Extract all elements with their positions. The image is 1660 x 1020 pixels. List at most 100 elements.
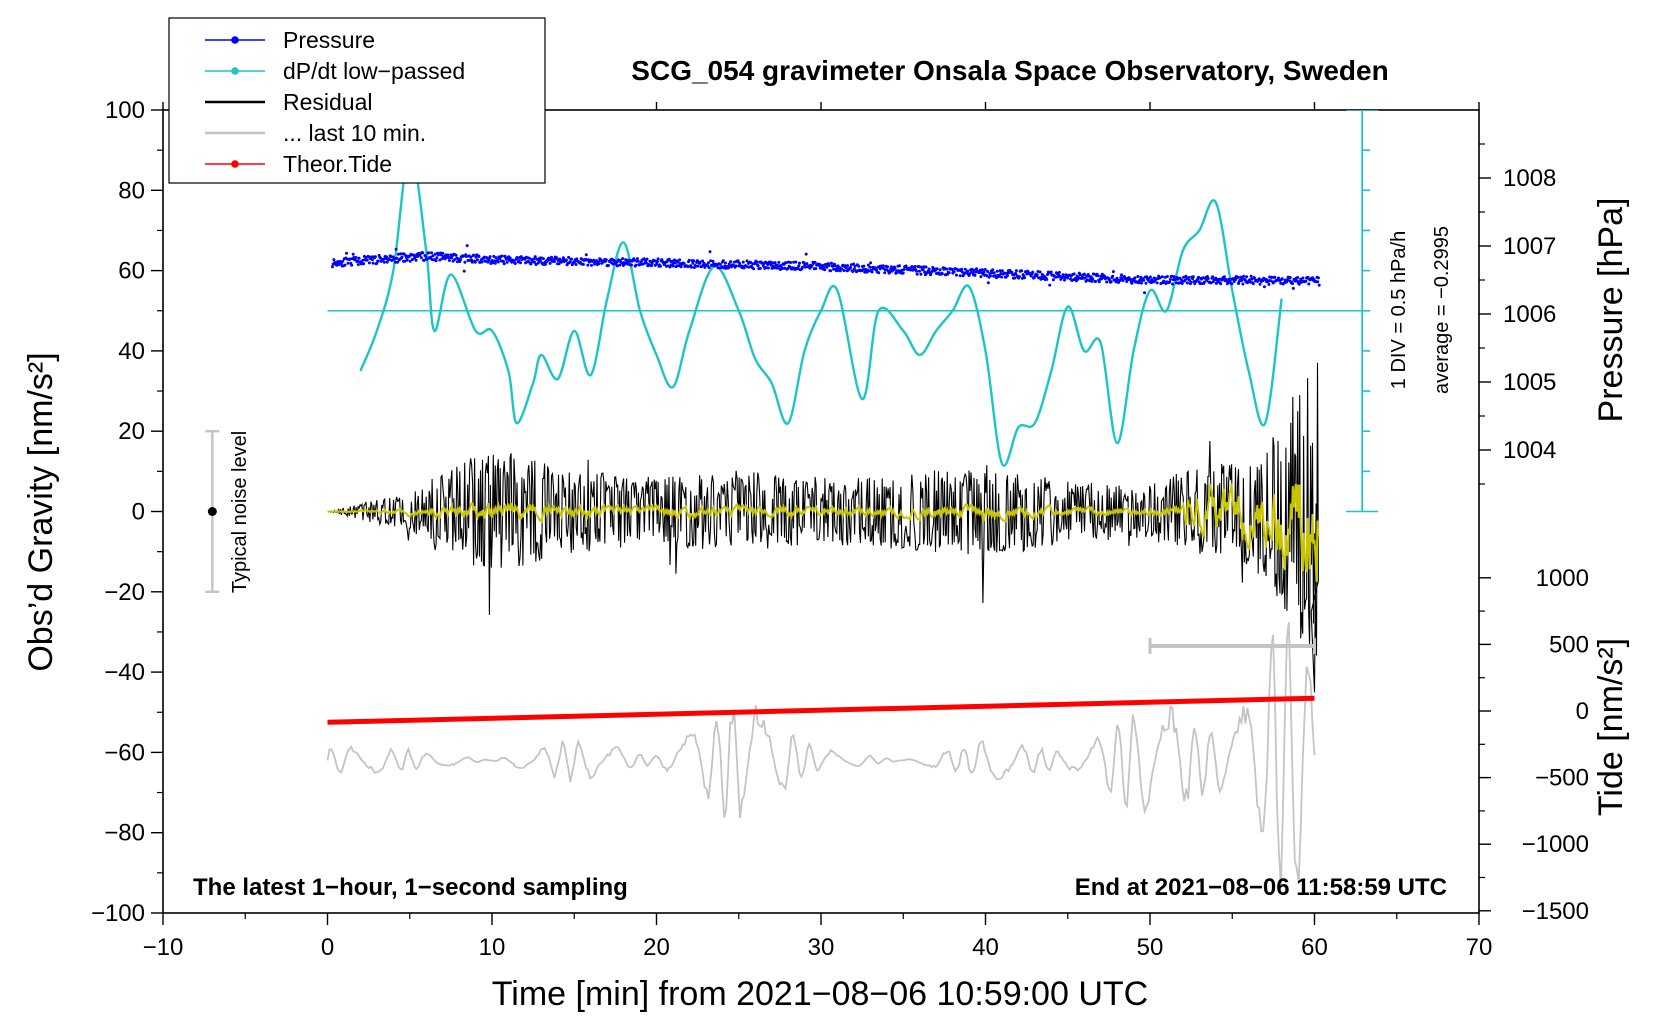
pressure-point <box>470 260 474 264</box>
pressure-point <box>771 261 775 265</box>
pressure-point <box>570 257 573 261</box>
pressure-point <box>405 258 409 262</box>
pressure-point <box>1214 281 1218 285</box>
pressure-point <box>357 256 361 260</box>
pressure-point <box>1206 277 1210 280</box>
pressure-point <box>1248 280 1252 284</box>
pressure-point <box>910 265 914 269</box>
pressure-point <box>935 267 939 271</box>
pressure-point <box>968 272 972 276</box>
pressure-point <box>668 265 672 269</box>
pressure-point <box>476 258 479 262</box>
pressure-point <box>655 260 659 264</box>
pressure-point <box>469 255 473 259</box>
pressure-point <box>356 263 360 267</box>
pressure-point <box>1066 276 1069 280</box>
pressure-point <box>472 253 476 257</box>
pressure-point <box>1020 276 1024 280</box>
pressure-point <box>1111 270 1115 274</box>
pressure-point <box>975 267 978 271</box>
pressure-point <box>827 263 831 267</box>
pressure-point <box>829 269 833 273</box>
residual-line <box>327 362 1319 693</box>
pressure-point <box>1051 278 1055 282</box>
legend-swatch-marker <box>231 67 239 75</box>
pressure-point <box>561 256 565 260</box>
pressure-point <box>466 259 470 262</box>
pressure-point <box>345 251 348 255</box>
pressure-point <box>691 261 695 265</box>
pressure-point <box>921 267 925 271</box>
pressure-point <box>1222 275 1226 279</box>
pressure-point <box>1155 281 1159 285</box>
x-tick-label: 0 <box>321 934 334 961</box>
pressure-point <box>832 267 836 271</box>
pressure-point <box>434 259 438 263</box>
pressure-point <box>922 265 926 269</box>
pressure-point <box>804 252 808 256</box>
pressure-point <box>878 267 882 271</box>
pressure-point <box>786 267 790 271</box>
pressure-tick-label: 1006 <box>1503 301 1556 328</box>
pressure-point <box>456 260 459 264</box>
x-tick-label: 40 <box>972 934 999 961</box>
pressure-point <box>862 264 866 268</box>
pressure-point <box>958 274 962 278</box>
pressure-point <box>387 258 391 262</box>
y-tick-label: −60 <box>104 739 145 766</box>
pressure-point <box>332 258 336 262</box>
pressure-point <box>835 269 838 273</box>
pressure-point <box>1091 277 1095 281</box>
pressure-point <box>849 266 853 269</box>
pressure-point <box>1138 278 1142 282</box>
pressure-point <box>1000 275 1004 279</box>
legend-items: Pressure dP/dt low−passed Residual ... last… <box>205 27 465 177</box>
pressure-point <box>367 261 371 265</box>
pressure-point <box>1158 276 1162 280</box>
y-tick-label: 40 <box>118 338 145 365</box>
pressure-point <box>1191 275 1195 279</box>
pressure-point <box>924 265 928 269</box>
pressure-point <box>1251 282 1255 286</box>
pressure-point <box>1240 279 1243 283</box>
x-tick-label: 30 <box>808 934 835 961</box>
pressure-point <box>846 264 850 268</box>
pressure-point <box>630 263 633 267</box>
pressure-point <box>868 265 872 269</box>
pressure-point <box>703 265 707 269</box>
pressure-point <box>979 275 983 279</box>
y-tick-label: −100 <box>91 900 145 927</box>
pressure-point <box>853 264 857 268</box>
pressure-point <box>844 266 848 270</box>
pressure-point <box>1094 280 1098 283</box>
pressure-point <box>1045 277 1049 281</box>
pressure-point <box>989 274 992 278</box>
pressure-point <box>1118 278 1122 282</box>
pressure-point <box>991 268 995 272</box>
pressure-point <box>983 268 987 271</box>
y-axis-label-tide: Tide [nm/s²] <box>1592 638 1630 816</box>
pressure-point <box>696 264 700 268</box>
pressure-point <box>1214 276 1218 280</box>
pressure-point <box>477 255 481 258</box>
pressure-point <box>998 269 1002 273</box>
pressure-point <box>960 267 964 271</box>
pressure-point <box>1316 280 1320 284</box>
pressure-point <box>822 265 826 269</box>
pressure-point <box>500 254 504 258</box>
pressure-point <box>568 260 572 264</box>
pressure-point <box>833 264 837 268</box>
pressure-point <box>794 260 798 264</box>
pressure-point <box>734 264 738 268</box>
pressure-point <box>364 255 368 259</box>
pressure-point <box>866 263 870 267</box>
pressure-point <box>1307 282 1311 286</box>
pressure-point <box>422 258 426 262</box>
pressure-point <box>1128 277 1132 281</box>
div-label: 1 DIV = 0.5 hPa/h <box>1388 231 1410 389</box>
pressure-point <box>992 271 996 275</box>
pressure-point <box>584 253 588 257</box>
pressure-point <box>339 262 343 266</box>
pressure-point <box>1105 280 1109 284</box>
pressure-point <box>1099 274 1103 278</box>
